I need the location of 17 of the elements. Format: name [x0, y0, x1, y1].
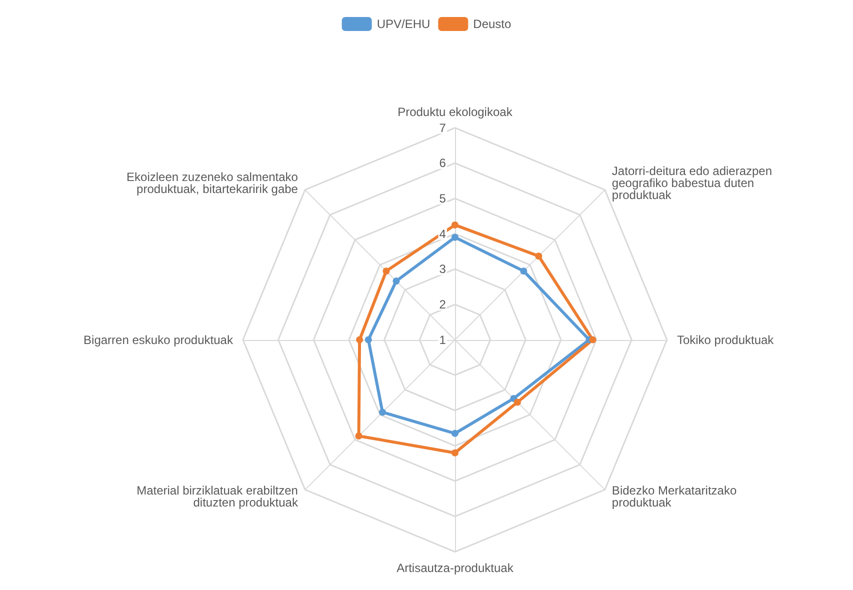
y-tick-label: 3 [439, 262, 446, 276]
spoke-label: Bidezko Merkataritzako produktuak [612, 484, 737, 510]
y-tick-label: 5 [439, 191, 446, 206]
spoke-label: Material birziklatuak erabiltzen dituzten produktuak [136, 484, 299, 510]
legend-label: UPV/EHU [376, 17, 430, 31]
spoke-label: Bigarren eskuko produktuak [84, 332, 234, 347]
y-tick-label: 4 [439, 226, 446, 241]
y-tick-label: 1 [439, 332, 446, 347]
spoke-label: Artisautza-produktuak [396, 560, 514, 575]
spoke-label: Ekoizleen zuzeneko salmentako produktuak, bitartekaririk gabe [126, 170, 298, 196]
y-tick-label: 6 [439, 156, 446, 170]
spoke-label: Jatorri-deitura edo adierazpen geografiko babestua duten produktuak [612, 164, 772, 202]
spoke-label: Produktu ekologikoak [398, 104, 514, 119]
y-tick-label: 7 [439, 120, 446, 135]
y-tick-label: 2 [439, 297, 446, 312]
legend-label: Deusto [473, 17, 512, 31]
spoke-label: Tokiko produktuak [676, 332, 775, 347]
